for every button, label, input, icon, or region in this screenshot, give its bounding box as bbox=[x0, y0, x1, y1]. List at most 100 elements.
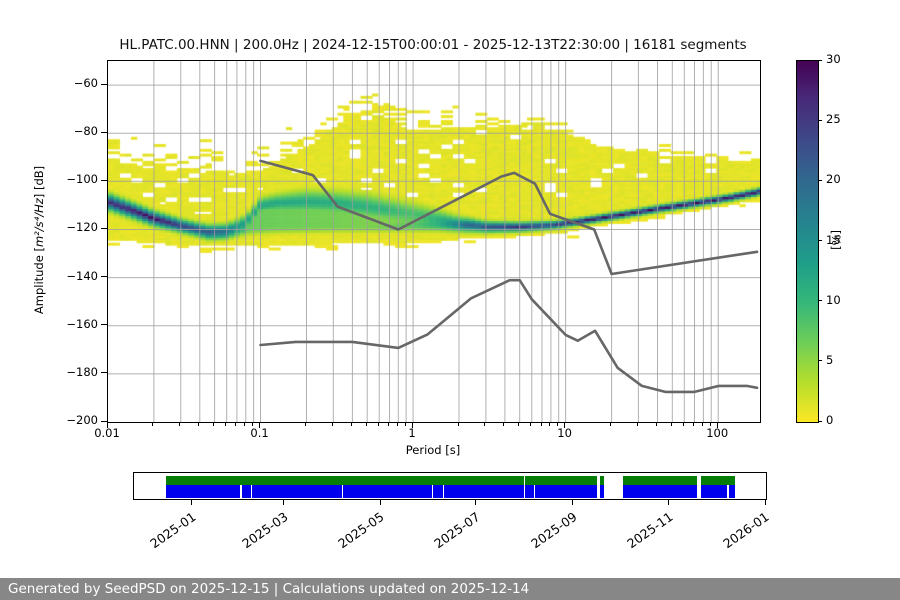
timeline-tick bbox=[283, 499, 285, 505]
colorbar-tick-label: 20 bbox=[826, 172, 841, 187]
y-axis-label: Amplitude [m²/s⁴/Hz] [dB] bbox=[32, 125, 46, 355]
timeline-blue-gap bbox=[523, 485, 526, 498]
y-axis-tick bbox=[101, 83, 107, 85]
x-axis-tick bbox=[225, 422, 227, 426]
y-axis-tick bbox=[101, 372, 107, 374]
colorbar-tick bbox=[818, 300, 822, 302]
colorbar-tick-label: 30 bbox=[826, 52, 841, 66]
plot-area bbox=[107, 60, 761, 423]
x-axis-tick bbox=[457, 422, 459, 426]
timeline-tick-label: 2025-01 bbox=[147, 509, 199, 552]
x-axis-label: Period [s] bbox=[405, 443, 461, 457]
timeline-blue-gap bbox=[240, 485, 242, 498]
x-axis-tick bbox=[693, 422, 695, 426]
colorbar-tick-label: 10 bbox=[826, 292, 841, 307]
x-axis-tick bbox=[636, 422, 638, 426]
colorbar-tick bbox=[818, 179, 822, 181]
colorbar-tick bbox=[818, 59, 822, 61]
y-axis-tick bbox=[101, 179, 107, 181]
availability-timeline bbox=[133, 472, 767, 500]
x-axis-tick bbox=[540, 422, 542, 426]
timeline-blue-gap bbox=[442, 485, 445, 498]
x-axis-tick bbox=[655, 422, 657, 426]
timeline-tick-label: 2025-07 bbox=[431, 509, 483, 552]
x-axis-tick bbox=[709, 422, 711, 426]
timeline-tick bbox=[668, 499, 670, 505]
y-axis-label-units: m²/s⁴/Hz bbox=[32, 198, 46, 248]
x-axis-tick bbox=[235, 422, 237, 426]
timeline-tick-label: 2026-01 bbox=[720, 509, 772, 552]
grid-and-noise-model-overlay bbox=[108, 61, 760, 422]
timeline-tick bbox=[764, 499, 766, 505]
colorbar-tick bbox=[818, 360, 822, 362]
x-tick-label: 1 bbox=[408, 426, 416, 440]
colorbar-tick bbox=[818, 240, 822, 241]
x-axis-tick bbox=[304, 422, 306, 426]
x-axis-tick bbox=[670, 422, 672, 426]
x-axis-tick bbox=[350, 422, 352, 426]
timeline-green-bar bbox=[165, 476, 736, 485]
colorbar-label: [%] bbox=[829, 230, 843, 250]
colorbar-tick bbox=[818, 119, 822, 121]
y-axis-tick bbox=[101, 420, 107, 422]
x-axis-tick bbox=[365, 422, 367, 426]
timeline-tick bbox=[572, 499, 574, 505]
x-axis-tick bbox=[716, 422, 718, 428]
x-axis-tick bbox=[331, 422, 333, 426]
x-axis-tick bbox=[530, 422, 532, 426]
y-tick-label: −80 bbox=[73, 124, 98, 139]
x-axis-tick bbox=[396, 422, 398, 426]
x-axis-tick bbox=[557, 422, 559, 426]
x-tick-label: 100 bbox=[706, 426, 729, 440]
x-axis-tick bbox=[701, 422, 703, 426]
colorbar-tick bbox=[818, 420, 822, 422]
timeline-tick-label: 2025-03 bbox=[239, 509, 291, 552]
x-axis-tick bbox=[564, 422, 566, 428]
colorbar-tick-label: 15 bbox=[826, 232, 841, 247]
x-axis-tick bbox=[411, 422, 413, 428]
y-tick-label: −140 bbox=[66, 268, 98, 283]
y-tick-label: −100 bbox=[66, 172, 98, 187]
ppsd-histogram-canvas bbox=[108, 61, 760, 422]
x-axis-tick bbox=[152, 422, 154, 426]
y-tick-label: −160 bbox=[66, 316, 98, 331]
x-axis-tick bbox=[549, 422, 551, 426]
timeline-gap bbox=[596, 473, 600, 499]
timeline-tick-label: 2025-09 bbox=[528, 509, 580, 552]
colorbar bbox=[796, 60, 819, 423]
y-axis-tick bbox=[101, 324, 107, 326]
x-axis-tick bbox=[610, 422, 612, 426]
y-tick-label: −60 bbox=[73, 76, 98, 91]
y-tick-label: −200 bbox=[66, 413, 98, 427]
y-axis-label-prefix: Amplitude [ bbox=[32, 247, 46, 315]
footer-bar: Generated by SeedPSD on 2025-12-15 | Cal… bbox=[0, 578, 900, 600]
x-axis-tick bbox=[244, 422, 246, 426]
colorbar-tick-label: 25 bbox=[826, 112, 841, 127]
chart-title: HL.PATC.00.HNN | 200.0Hz | 2024-12-15T00… bbox=[119, 37, 747, 53]
timeline-blue-gap bbox=[431, 485, 434, 498]
timeline-tick-label: 2025-05 bbox=[335, 509, 387, 552]
y-axis-tick bbox=[101, 131, 107, 133]
timeline-tick bbox=[379, 499, 381, 505]
timeline-tick bbox=[475, 499, 477, 505]
timeline-gap bbox=[697, 473, 701, 499]
x-axis-tick bbox=[503, 422, 505, 426]
timeline-blue-gap bbox=[341, 485, 344, 498]
colorbar-tick-label: 0 bbox=[826, 413, 834, 427]
y-tick-label: −120 bbox=[66, 220, 98, 235]
timeline-blue-gap bbox=[727, 485, 729, 498]
x-axis-tick bbox=[682, 422, 684, 426]
x-axis-tick bbox=[179, 422, 181, 426]
y-tick-label: −180 bbox=[66, 364, 98, 379]
timeline-tick-label: 2025-11 bbox=[623, 509, 676, 552]
x-axis-tick bbox=[404, 422, 406, 426]
timeline-gap bbox=[603, 473, 623, 499]
x-axis-tick bbox=[198, 422, 200, 426]
x-axis-tick bbox=[387, 422, 389, 426]
x-axis-tick bbox=[484, 422, 486, 426]
y-axis-tick bbox=[101, 276, 107, 278]
x-axis-tick bbox=[106, 422, 108, 428]
timeline-tick bbox=[191, 499, 193, 505]
y-axis-tick bbox=[101, 227, 107, 229]
